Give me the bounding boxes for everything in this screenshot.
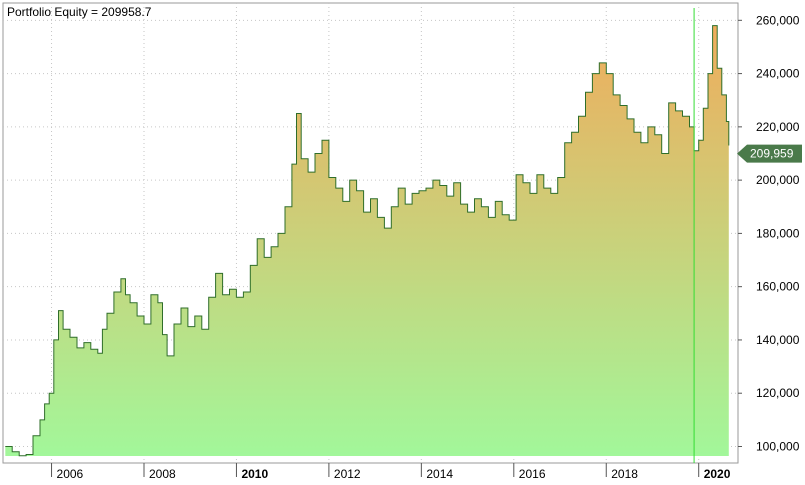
y-tick-layer: 100,000 120,000 140,000 160,000 180,000 200,0… xyxy=(738,13,800,453)
equity-area xyxy=(5,25,729,456)
x-tick-label: 2008 xyxy=(149,467,176,481)
x-tick-label: 2020 xyxy=(704,467,731,481)
y-tick-label: 120,000 xyxy=(756,386,800,400)
y-tick-label: 100,000 xyxy=(756,439,800,453)
y-tick-label: 160,000 xyxy=(756,280,800,294)
y-tick-label: 260,000 xyxy=(756,13,800,27)
x-tick-label: 2012 xyxy=(334,467,361,481)
last-value-badge-shape xyxy=(737,144,802,163)
series-layer xyxy=(5,25,730,457)
equity-line xyxy=(5,25,730,457)
x-tick-label: 2018 xyxy=(611,467,638,481)
y-tick-label: 140,000 xyxy=(756,333,800,347)
x-tick-layer: 2006 2008 2010 2012 2014 2016 2018 2020 xyxy=(51,463,731,481)
x-tick-label: 2010 xyxy=(241,467,268,481)
chart-title: Portfolio Equity = 209958.7 xyxy=(7,5,152,19)
y-tick-label: 240,000 xyxy=(756,67,800,81)
y-tick-label: 180,000 xyxy=(756,226,800,240)
x-tick-label: 2014 xyxy=(426,467,453,481)
last-value-label: 209,959 xyxy=(750,147,794,161)
y-tick-label: 220,000 xyxy=(756,120,800,134)
x-tick-label: 2006 xyxy=(57,467,84,481)
x-tick-label: 2016 xyxy=(519,467,546,481)
y-tick-label: 200,000 xyxy=(756,173,800,187)
last-value-badge: 209,959 xyxy=(737,144,802,163)
